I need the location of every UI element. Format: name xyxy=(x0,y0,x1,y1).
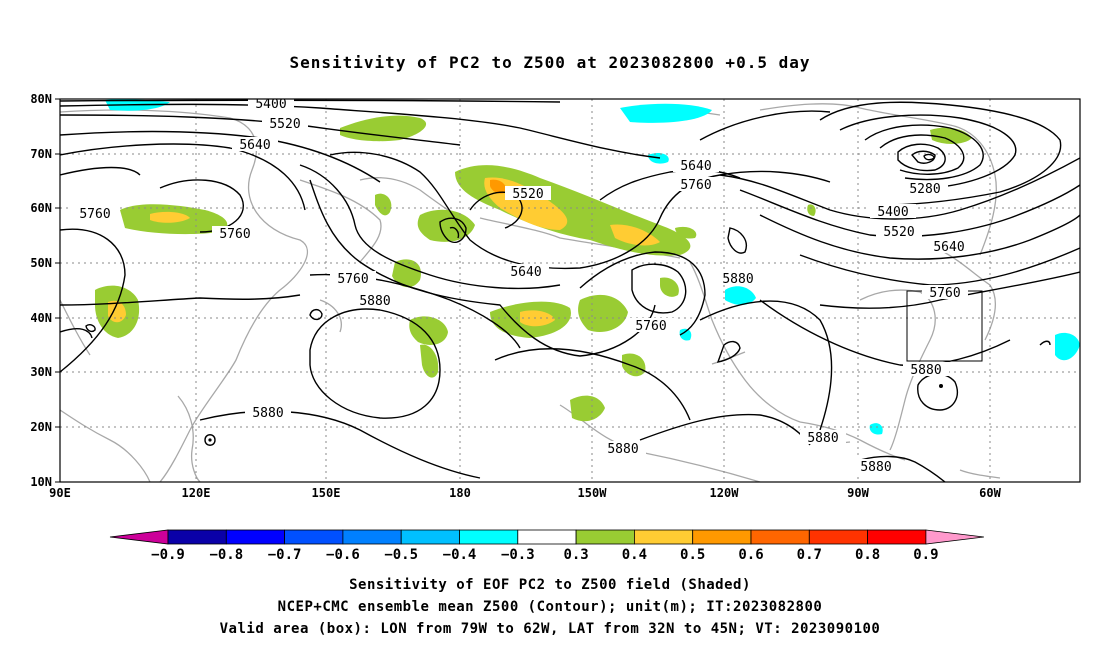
lat-tick-label: 40N xyxy=(30,311,52,325)
longitude-axis: 90E 120E 150E 180 150W 120W 90W 60W xyxy=(49,486,1001,500)
colorbar-low-arrow xyxy=(109,529,169,545)
contour-label: 5760 xyxy=(219,227,250,242)
contour-label: 5760 xyxy=(929,286,960,301)
colorbar-segment xyxy=(459,529,519,545)
colorbar-tick-label: 0.6 xyxy=(738,547,763,563)
colorbar-segment xyxy=(167,529,227,545)
colorbar-segment xyxy=(225,529,286,545)
colorbar-tick-label: 0.7 xyxy=(797,547,822,563)
figure-title: Sensitivity of PC2 to Z500 at 2023082800… xyxy=(289,53,810,72)
contour-label: 5400 xyxy=(255,97,286,112)
lon-tick-label: 90E xyxy=(49,486,71,500)
lat-tick-label: 10N xyxy=(30,475,52,489)
sensitivity-shading xyxy=(95,99,1080,435)
contour-label: 5760 xyxy=(680,178,711,193)
lon-tick-label: 90W xyxy=(847,486,869,500)
contour-label: 5880 xyxy=(359,294,390,309)
caption-line-1: Sensitivity of EOF PC2 to Z500 field (Sh… xyxy=(349,577,751,593)
colorbar-tick-label: 0.3 xyxy=(563,547,588,563)
lon-tick-label: 120W xyxy=(710,486,740,500)
colorbar-high-arrow xyxy=(925,529,984,545)
colorbar-segment xyxy=(750,529,810,545)
colorbar-segment xyxy=(808,529,868,545)
caption-line-2: NCEP+CMC ensemble mean Z500 (Contour); u… xyxy=(278,599,823,615)
colorbar-segment xyxy=(342,529,402,545)
colorbar-segment xyxy=(867,529,927,545)
lat-tick-label: 70N xyxy=(30,147,52,161)
contour-label: 5640 xyxy=(680,159,711,174)
high-center-dot xyxy=(208,438,212,442)
lat-tick-label: 80N xyxy=(30,92,52,106)
colorbar-tick-label: −0.4 xyxy=(443,547,477,563)
colorbar-segment xyxy=(400,529,460,545)
contour-label: 5760 xyxy=(635,319,666,334)
contour-label: 5640 xyxy=(239,138,270,153)
contour-label: 5880 xyxy=(807,431,838,446)
contour-label: 5400 xyxy=(877,205,908,220)
contour-label: 5880 xyxy=(722,272,753,287)
colorbar-tick-label: −0.6 xyxy=(326,547,360,563)
colorbar-tick-label: −0.7 xyxy=(268,547,302,563)
contour-label: 5640 xyxy=(933,240,964,255)
high-center-dot xyxy=(939,384,943,388)
colorbar-tick-label: −0.3 xyxy=(501,547,535,563)
contour-labels: 5400 5520 5640 5760 5760 5520 5640 5760 … xyxy=(72,97,972,475)
colorbar-segment xyxy=(634,529,694,545)
contour-label: 5520 xyxy=(883,225,914,240)
lon-tick-label: 60W xyxy=(979,486,1001,500)
colorbar-segment xyxy=(692,529,752,545)
contour-label: 5760 xyxy=(79,207,110,222)
contour-label: 5640 xyxy=(510,265,541,280)
lat-tick-label: 30N xyxy=(30,365,52,379)
contour-label: 5280 xyxy=(909,182,940,197)
contour-label: 5520 xyxy=(269,117,300,132)
colorbar-segment xyxy=(575,529,635,545)
contour-label: 5880 xyxy=(860,460,891,475)
map-frame xyxy=(59,98,1081,483)
colorbar-tick-label: −0.8 xyxy=(209,547,243,563)
colorbar-segment xyxy=(284,529,344,545)
lat-tick-label: 50N xyxy=(30,256,52,270)
contour-label: 5880 xyxy=(607,442,638,457)
map-panel: 5400 5520 5640 5760 5760 5520 5640 5760 … xyxy=(59,97,1081,483)
colorbar-tick-label: 0.5 xyxy=(680,547,705,563)
colorbar-tick-label: −0.5 xyxy=(384,547,418,563)
colorbar-tick-label: 0.9 xyxy=(913,547,938,563)
lon-tick-label: 120E xyxy=(182,486,211,500)
contour-label: 5520 xyxy=(512,187,543,202)
lon-tick-label: 150E xyxy=(312,486,341,500)
lat-tick-label: 60N xyxy=(30,201,52,215)
colorbar-segment xyxy=(517,529,577,545)
contour-label: 5880 xyxy=(910,363,941,378)
lon-tick-label: 180 xyxy=(449,486,471,500)
caption-line-3: Valid area (box): LON from 79W to 62W, L… xyxy=(220,621,881,637)
colorbar-tick-label: 0.4 xyxy=(622,547,647,563)
lat-tick-label: 20N xyxy=(30,420,52,434)
colorbar-tick-label: −0.9 xyxy=(151,547,185,563)
contour-label: 5880 xyxy=(252,406,283,421)
z500-contours xyxy=(60,99,1080,482)
colorbar: −0.9 −0.8 −0.7 −0.6 −0.5 −0.4 −0.3 0.3 0.4 0.5 0.6… xyxy=(109,529,984,563)
colorbar-tick-label: 0.8 xyxy=(855,547,880,563)
latitude-axis: 80N 70N 60N 50N 40N 30N 20N 10N xyxy=(30,92,60,489)
contour-label: 5760 xyxy=(337,272,368,287)
lon-tick-label: 150W xyxy=(578,486,608,500)
